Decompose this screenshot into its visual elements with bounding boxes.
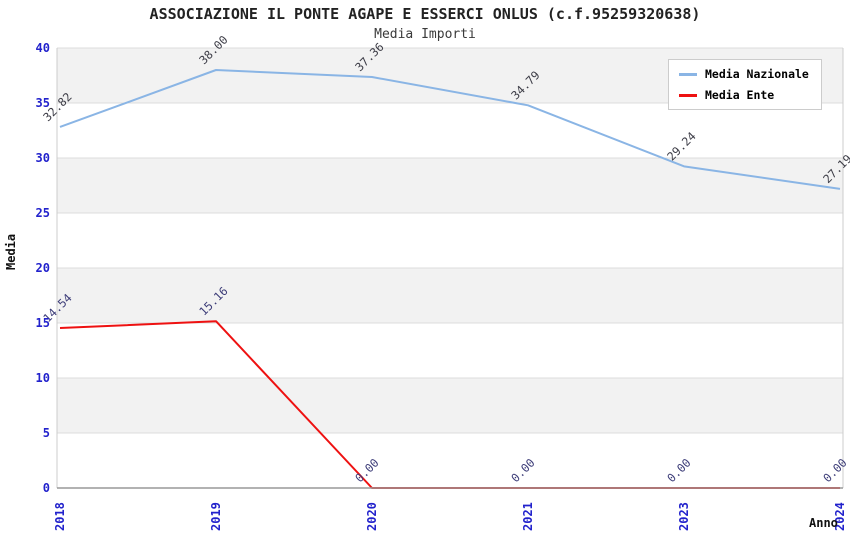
y-tick-label: 20 (36, 261, 50, 275)
y-tick-label: 10 (36, 371, 50, 385)
legend-item-media-ente: Media Ente (679, 88, 809, 102)
y-axis-title: Media (4, 233, 18, 270)
legend-label: Media Ente (705, 88, 775, 102)
y-tick-label: 35 (36, 96, 50, 110)
legend-swatch-icon (679, 72, 697, 76)
value-label: 0.00 (352, 456, 382, 486)
plot-band (57, 158, 843, 213)
x-tick-label: 2020 (365, 502, 379, 531)
x-tick-label: 2023 (677, 502, 691, 531)
value-label: 0.00 (508, 456, 538, 486)
x-tick-label: 2024 (833, 502, 847, 531)
value-label: 0.00 (664, 456, 694, 486)
y-tick-label: 25 (36, 206, 50, 220)
y-tick-label: 30 (36, 151, 50, 165)
y-tick-label: 0 (43, 481, 50, 495)
legend: Media Nazionale Media Ente (668, 59, 822, 110)
x-tick-label: 2021 (521, 502, 535, 531)
chart-title: ASSOCIAZIONE IL PONTE AGAPE E ESSERCI ON… (149, 5, 701, 23)
series-line-media-nazionale (59, 69, 841, 190)
y-tick-label: 40 (36, 41, 50, 55)
chart-subtitle: Media Importi (374, 27, 476, 42)
value-label: 0.00 (820, 456, 850, 486)
legend-label: Media Nazionale (705, 67, 809, 81)
legend-swatch-icon (679, 93, 697, 97)
x-axis-title: Anno (809, 516, 838, 530)
plot-band (57, 378, 843, 433)
x-tick-label: 2019 (209, 502, 223, 531)
legend-item-media-nazionale: Media Nazionale (679, 67, 809, 81)
y-tick-label: 15 (36, 316, 50, 330)
plot-band (57, 268, 843, 323)
y-tick-label: 5 (43, 426, 50, 440)
x-tick-label: 2018 (53, 502, 67, 531)
